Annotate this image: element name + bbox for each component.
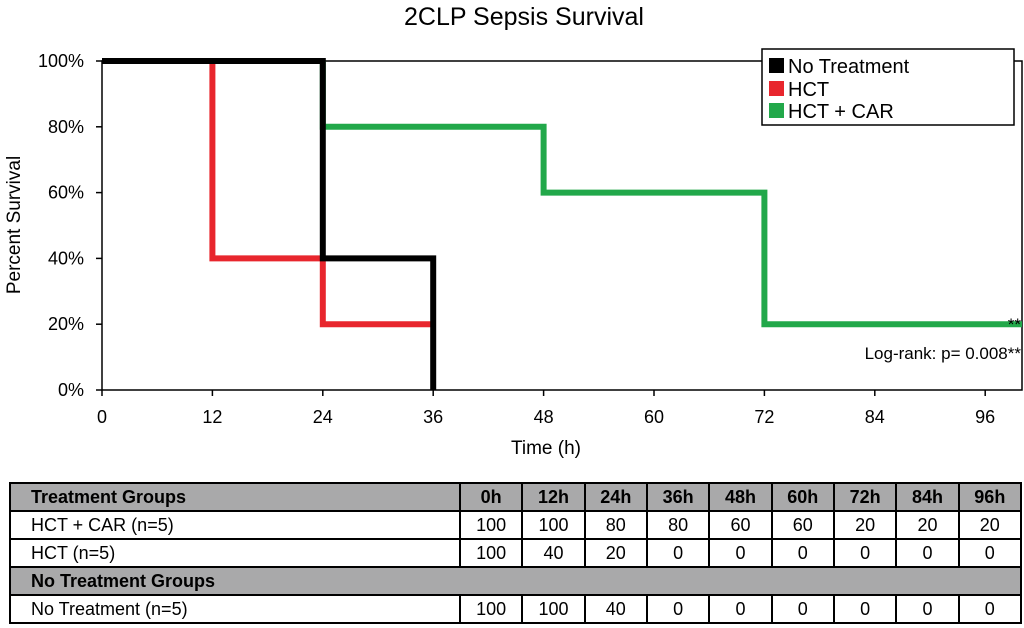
- y-tick-label: 20%: [48, 314, 84, 334]
- chart-title: 2CLP Sepsis Survival: [404, 3, 644, 31]
- legend-label-hct: HCT: [788, 79, 829, 101]
- table-cell: 100: [458, 594, 524, 624]
- legend-label-no-treatment: No Treatment: [788, 56, 910, 78]
- x-tick-label: 12: [202, 407, 222, 427]
- table-cell: 80: [645, 510, 711, 540]
- table-cell: 20: [583, 538, 648, 568]
- table-cell: 0: [645, 594, 711, 624]
- table-cell: 0: [957, 594, 1023, 624]
- col-header: 36h: [645, 482, 711, 512]
- col-header: 60h: [770, 482, 835, 512]
- y-axis-title: Percent Survival: [4, 156, 25, 294]
- table-cell: 0: [770, 538, 835, 568]
- y-tick-label: 0%: [58, 380, 84, 400]
- table-cell: 0: [708, 594, 773, 624]
- survival-chart: 2CLP Sepsis Survival 0%20%40%60%80%100% …: [4, 3, 1023, 459]
- col-header: 0h: [458, 482, 524, 512]
- table-cell: 60: [770, 510, 835, 540]
- col-header: 84h: [895, 482, 960, 512]
- table-cell: 40: [521, 538, 586, 568]
- legend-box: [761, 48, 1015, 126]
- table-cell: 0: [832, 538, 898, 568]
- x-tick-label: 24: [313, 407, 333, 427]
- table-group-row: No Treatment Groups: [9, 566, 1022, 596]
- x-axis-title: Time (h): [511, 438, 581, 459]
- table-cell: 100: [458, 510, 524, 540]
- col-header: 24h: [583, 482, 648, 512]
- y-tick-label: 40%: [48, 248, 84, 268]
- legend: No Treatment HCT HCT + CAR: [761, 48, 1015, 126]
- table-cell: 20: [895, 510, 960, 540]
- significance-marker: **: [1008, 315, 1022, 334]
- table-cell: 100: [521, 594, 586, 624]
- series-line-no-treatment: [102, 58, 437, 390]
- table-row: No Treatment (n=5) 100 100 40 0 0 0 0 0 …: [9, 594, 1023, 624]
- y-tick-label: 60%: [48, 183, 84, 203]
- legend-swatch-hct-car: [769, 103, 784, 118]
- legend-swatch-hct: [769, 81, 784, 96]
- row-label: HCT (n=5): [9, 538, 461, 568]
- logrank-annotation: Log-rank: p= 0.008**: [865, 344, 1022, 363]
- x-tick-label: 84: [865, 407, 885, 427]
- table-cell: 60: [708, 510, 773, 540]
- table-cell: 0: [770, 594, 835, 624]
- x-tick-label: 96: [975, 407, 995, 427]
- table-cell: 0: [957, 538, 1023, 568]
- x-tick-label: 48: [534, 407, 554, 427]
- col-header: 48h: [708, 482, 773, 512]
- x-tick-label: 0: [97, 407, 107, 427]
- x-tick-label: 72: [754, 407, 774, 427]
- series-line-hct: [102, 58, 434, 328]
- table-cell: 100: [521, 510, 586, 540]
- survival-table: Treatment Groups 0h 12h 24h 36h 48h 60h …: [9, 482, 1023, 624]
- col-header: 12h: [521, 482, 586, 512]
- table-cell: 0: [645, 538, 711, 568]
- table-row: HCT (n=5) 100 40 20 0 0 0 0 0 0: [9, 538, 1023, 568]
- treatment-groups-header: Treatment Groups: [9, 482, 461, 512]
- y-tick-label: 100%: [38, 51, 84, 71]
- table-cell: 20: [832, 510, 898, 540]
- col-header: 96h: [957, 482, 1023, 512]
- x-tick-label: 60: [644, 407, 664, 427]
- table-cell: 0: [895, 538, 960, 568]
- table-cell: 0: [708, 538, 773, 568]
- table-cell: 40: [583, 594, 648, 624]
- table-cell: 20: [957, 510, 1023, 540]
- table-cell: 80: [583, 510, 648, 540]
- table-cell: 100: [458, 538, 524, 568]
- table-row: HCT + CAR (n=5) 100 100 80 80 60 60 20 2…: [9, 510, 1023, 540]
- no-treatment-groups-header: No Treatment Groups: [9, 566, 1022, 596]
- legend-swatch-no-treatment: [769, 58, 784, 73]
- table-cell: 0: [832, 594, 898, 624]
- legend-label-hct-car: HCT + CAR: [788, 101, 894, 123]
- table-cell: 0: [895, 594, 960, 624]
- table-header-row: Treatment Groups 0h 12h 24h 36h 48h 60h …: [9, 482, 1023, 512]
- plot-area: [101, 60, 1023, 391]
- x-tick-label: 36: [423, 407, 443, 427]
- y-tick-label: 80%: [48, 117, 84, 137]
- row-label: No Treatment (n=5): [9, 594, 461, 624]
- row-label: HCT + CAR (n=5): [9, 510, 461, 540]
- col-header: 72h: [832, 482, 898, 512]
